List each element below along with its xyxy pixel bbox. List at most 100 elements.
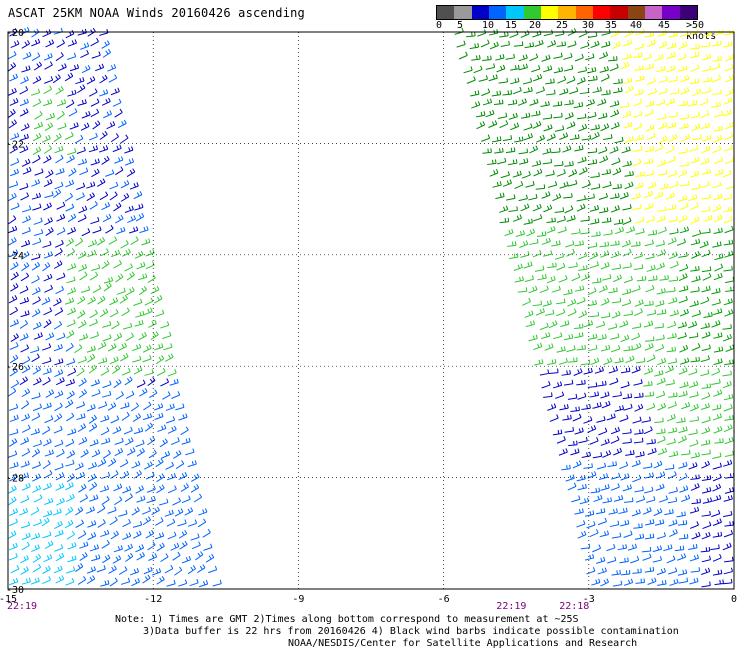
wind-barb-flag xyxy=(618,240,620,245)
wind-barb-flag xyxy=(211,553,215,558)
wind-barb-flag xyxy=(71,556,74,561)
wind-barb xyxy=(598,149,608,154)
wind-barb-flag xyxy=(564,321,567,326)
wind-barb xyxy=(580,276,590,282)
wind-barb xyxy=(528,289,538,294)
wind-barb-flag xyxy=(93,532,97,537)
wind-barb xyxy=(78,392,87,399)
wind-barb-flag xyxy=(115,556,119,561)
wind-barb xyxy=(133,369,143,375)
wind-barb xyxy=(174,569,183,576)
wind-barb-flag xyxy=(154,508,158,513)
wind-barb xyxy=(617,547,627,551)
wind-barb xyxy=(635,220,645,224)
wind-barb-flag xyxy=(492,109,495,115)
wind-barb xyxy=(701,149,711,154)
wind-barb-flag xyxy=(728,240,731,245)
wind-barb-flag xyxy=(12,356,16,360)
wind-barb-flag xyxy=(27,158,31,163)
wind-barb-flag xyxy=(25,484,29,489)
wind-barb-flag xyxy=(716,519,720,524)
wind-barb xyxy=(677,325,687,329)
wind-barb-flag xyxy=(573,308,577,313)
wind-barb-flag xyxy=(696,521,699,526)
wind-barb-flag xyxy=(125,134,129,139)
wind-barb-flag xyxy=(102,358,105,363)
wind-barb-flag xyxy=(731,250,734,255)
wind-barb-flag xyxy=(38,473,41,478)
wind-barb-flag xyxy=(51,191,54,196)
wind-barb xyxy=(32,476,41,482)
wind-barb-flag xyxy=(104,74,108,79)
wind-barb-flag xyxy=(618,472,621,477)
wind-barb-flag xyxy=(661,42,665,47)
wind-barb xyxy=(531,114,541,117)
wind-barb-flag xyxy=(551,343,554,348)
wind-barb-flag xyxy=(181,460,185,464)
colorbar-label: 5 xyxy=(457,20,464,31)
wind-barb xyxy=(547,184,557,188)
wind-barb xyxy=(657,33,667,37)
wind-barb xyxy=(9,148,18,154)
wind-barb-flag xyxy=(135,402,140,407)
wind-barb-flag xyxy=(44,263,48,268)
wind-barb xyxy=(700,550,710,553)
wind-barb xyxy=(644,490,654,494)
wind-barb-flag xyxy=(107,579,110,585)
wind-barb-flag xyxy=(499,54,502,59)
wind-barb xyxy=(8,196,17,202)
wind-barb xyxy=(78,486,87,493)
wind-barb xyxy=(66,534,75,540)
wind-barb xyxy=(65,345,74,352)
wind-barb xyxy=(557,229,567,234)
wind-barb xyxy=(667,430,677,434)
wind-barb-flag xyxy=(730,324,732,329)
wind-barb-flag xyxy=(547,125,550,130)
wind-barb xyxy=(77,254,87,260)
wind-barb xyxy=(135,547,144,553)
wind-barb xyxy=(681,405,690,410)
wind-barb xyxy=(668,522,678,527)
wind-barb-flag xyxy=(512,99,515,105)
wind-barb xyxy=(563,56,573,60)
wind-barb xyxy=(690,455,700,459)
wind-barb-flag xyxy=(593,76,595,81)
wind-barb-flag xyxy=(139,521,143,526)
wind-barb xyxy=(557,79,566,84)
wind-barb-flag xyxy=(718,126,720,131)
map-title: ASCAT 25KM NOAA Winds 20160426 ascending xyxy=(8,6,305,20)
wind-barb xyxy=(197,521,206,528)
wind-barb-flag xyxy=(592,53,595,58)
wind-barb xyxy=(578,127,587,132)
wind-barb-flag xyxy=(553,133,556,138)
wind-barb-flag xyxy=(34,578,38,583)
wind-barb-flag xyxy=(536,98,539,103)
wind-barb-flag xyxy=(125,533,129,538)
wind-barb-flag xyxy=(47,218,51,223)
wind-barb-flag xyxy=(114,74,118,79)
wind-barb xyxy=(34,171,44,176)
wind-barb-flag xyxy=(729,334,732,339)
wind-barb-flag xyxy=(35,134,39,139)
wind-barb-flag xyxy=(71,330,75,334)
wind-barb-flag xyxy=(507,171,510,176)
wind-barb-flag xyxy=(628,299,632,304)
wind-barb xyxy=(512,90,522,95)
wind-barb xyxy=(724,490,734,494)
wind-barb xyxy=(724,135,734,140)
wind-barb-flag xyxy=(38,377,42,382)
wind-barb xyxy=(154,535,164,540)
wind-barb-flag xyxy=(560,346,563,352)
wind-barb-flag xyxy=(548,237,551,242)
wind-barb-flag xyxy=(649,32,652,37)
wind-barb xyxy=(103,280,113,284)
wind-barb-flag xyxy=(25,86,29,91)
wind-barb-flag xyxy=(84,552,88,556)
wind-barb xyxy=(535,89,545,94)
wind-barb-flag xyxy=(83,542,86,547)
wind-barb-flag xyxy=(41,229,44,234)
wind-barb-flag xyxy=(138,545,142,550)
wind-barb-flag xyxy=(572,99,574,104)
wind-barb-flag xyxy=(130,426,133,431)
